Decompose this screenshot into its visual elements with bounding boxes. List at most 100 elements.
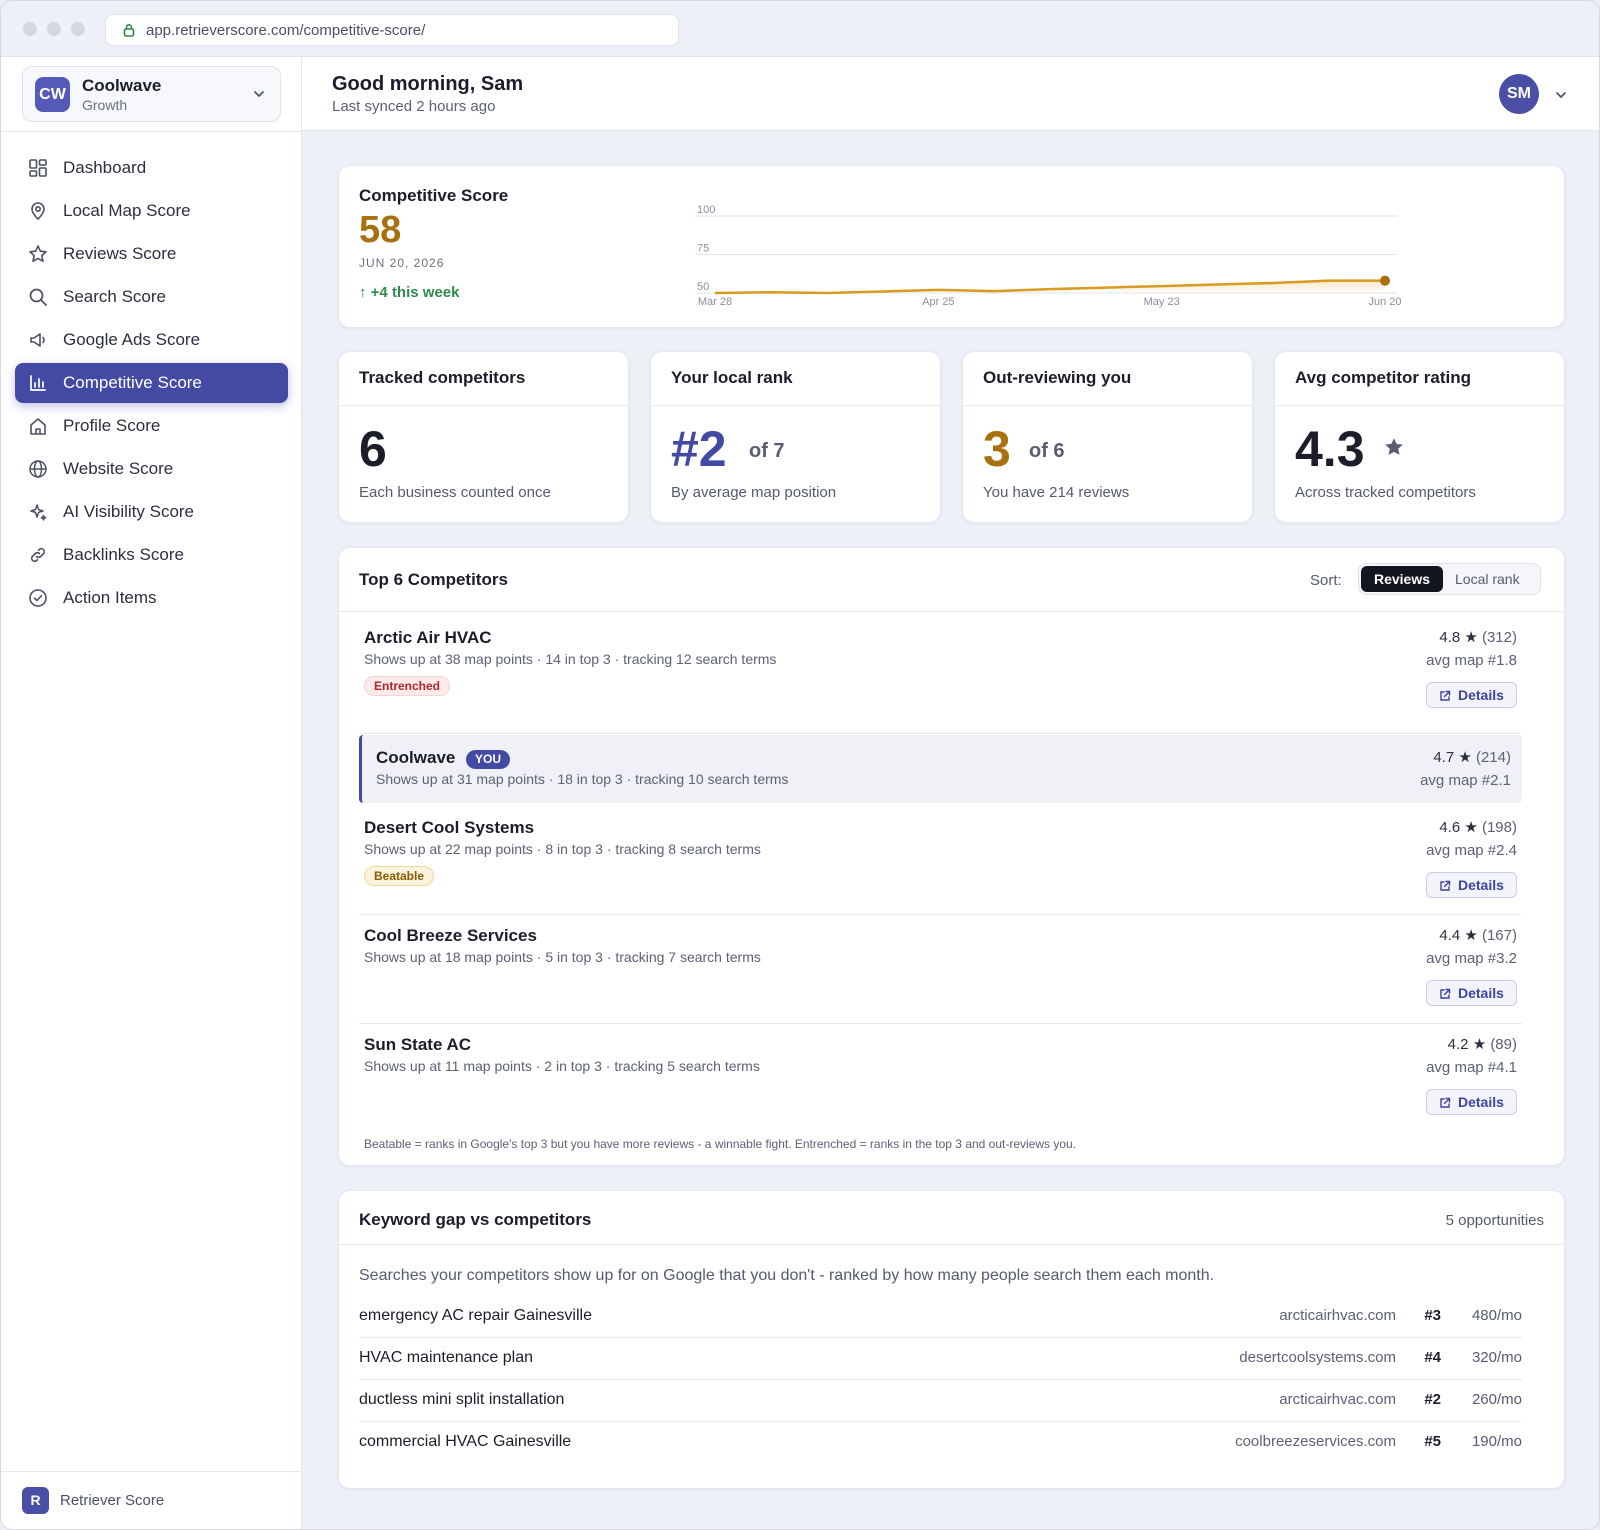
keyword-competitor-site: arcticairhvac.com — [1279, 1391, 1396, 1408]
workspace-plan: Growth — [82, 97, 128, 113]
stat-title: Tracked competitors — [359, 368, 526, 387]
rating-value: 4.6 — [1439, 819, 1461, 836]
keyword-volume: 480/mo — [1471, 1307, 1522, 1324]
sort-option-reviews[interactable]: Reviews — [1361, 566, 1443, 592]
section-title: Keyword gap vs competitors — [359, 1210, 592, 1229]
top-competitors-card: Top 6 Competitors Sort: Reviews Local ra… — [338, 547, 1565, 1166]
details-label: Details — [1458, 687, 1504, 703]
review-count: (214) — [1475, 749, 1511, 766]
stat-subtitle: You have 214 reviews — [983, 484, 1130, 501]
competitive-score-card: Competitive Score 58 JUN 20, 2026 ↑ +4 t… — [338, 165, 1565, 328]
section-description: Searches your competitors show up for on… — [359, 1267, 1215, 1284]
sidebar-item-backlinks-score[interactable]: Backlinks Score — [15, 535, 288, 575]
stat-card-out-reviewing: Out-reviewing you 3 of 6 You have 214 re… — [962, 351, 1253, 523]
sidebar-item-ai-visibility-score[interactable]: AI Visibility Score — [15, 492, 288, 532]
opportunity-count: 5 opportunities — [1445, 1212, 1544, 1229]
competitor-avg-map: avg map #1.8 — [1426, 652, 1517, 669]
details-button[interactable]: Details — [1426, 1089, 1517, 1115]
keyword-volume: 190/mo — [1471, 1433, 1522, 1450]
sidebar-item-action-items[interactable]: Action Items — [15, 578, 288, 618]
lock-icon — [123, 24, 135, 37]
check-circle-icon — [29, 589, 47, 607]
external-link-icon — [1440, 988, 1451, 999]
review-count: (167) — [1481, 927, 1517, 944]
brand-name: Retriever Score — [60, 1492, 165, 1509]
grid-icon — [29, 159, 47, 177]
keyword-row: ductless mini split installation arctica… — [359, 1380, 1522, 1422]
stat-subtitle: Each business counted once — [359, 484, 551, 501]
star-icon — [29, 245, 47, 262]
review-count: (312) — [1481, 629, 1517, 646]
window-close-dot[interactable] — [23, 22, 37, 36]
window-minimize-dot[interactable] — [47, 22, 61, 36]
sidebar-item-competitive-score[interactable]: Competitive Score — [15, 363, 288, 403]
details-button[interactable]: Details — [1426, 980, 1517, 1006]
stat-of: of 6 — [1029, 440, 1065, 462]
sidebar-item-google-ads-score[interactable]: Google Ads Score — [15, 320, 288, 360]
sidebar-item-reviews-score[interactable]: Reviews Score — [15, 234, 288, 274]
review-count: (89) — [1490, 1036, 1517, 1053]
workspace-name: Coolwave — [82, 76, 162, 95]
details-label: Details — [1458, 985, 1504, 1001]
user-avatar[interactable]: SM — [1499, 74, 1539, 114]
competitor-name: Desert Cool Systems — [364, 818, 535, 837]
details-button[interactable]: Details — [1426, 872, 1517, 898]
stat-divider — [651, 405, 940, 406]
external-link-icon — [1440, 1097, 1451, 1108]
window-maximize-dot[interactable] — [71, 22, 85, 36]
workspace-switcher[interactable]: CW Coolwave Growth — [22, 66, 281, 122]
competitor-avg-map: avg map #3.2 — [1426, 950, 1517, 967]
sidebar-item-local-map-score[interactable]: Local Map Score — [15, 191, 288, 231]
sidebar-item-profile-score[interactable]: Profile Score — [15, 406, 288, 446]
row-divider — [359, 733, 1522, 734]
keyword-volume: 320/mo — [1471, 1349, 1522, 1366]
star-icon: ★ — [1464, 629, 1478, 646]
keyword-competitor-site: desertcoolsystems.com — [1239, 1349, 1396, 1366]
stat-value: 3 — [983, 421, 1011, 477]
competitor-name: Coolwave — [376, 748, 456, 767]
row-divider — [359, 1023, 1522, 1024]
rating-value: 4.8 — [1439, 629, 1461, 646]
competitor-avg-map: avg map #4.1 — [1426, 1059, 1517, 1076]
sidebar-item-dashboard[interactable]: Dashboard — [15, 148, 288, 188]
x-tick-label: Mar 28 — [698, 296, 732, 308]
x-tick-label: May 23 — [1144, 296, 1180, 308]
you-badge: YOU — [466, 750, 511, 769]
keyword-term: emergency AC repair Gainesville — [359, 1307, 592, 1324]
chart-area — [715, 280, 1385, 293]
competitor-row: Desert Cool Systems Shows up at 22 map p… — [359, 818, 1522, 902]
sidebar-item-label: Profile Score — [63, 416, 161, 435]
sidebar-item-search-score[interactable]: Search Score — [15, 277, 288, 317]
score-value: 58 — [359, 209, 402, 251]
details-button[interactable]: Details — [1426, 682, 1517, 708]
competitor-name: Arctic Air HVAC — [364, 628, 492, 647]
chevron-down-icon[interactable] — [1554, 88, 1568, 102]
arrow-up-icon: ↑ — [359, 284, 371, 301]
keyword-row: emergency AC repair Gainesville arcticai… — [359, 1296, 1522, 1338]
competitor-row: Cool Breeze Services Shows up at 18 map … — [359, 926, 1522, 1010]
sync-status: Last synced 2 hours ago — [332, 98, 496, 115]
keyword-term: ductless mini split installation — [359, 1391, 565, 1408]
map-pin-icon — [31, 202, 45, 221]
competitor-meta: Shows up at 38 map points · 14 in top 3 … — [364, 651, 777, 667]
sidebar: CW Coolwave Growth Dashboard Local Map S… — [1, 57, 302, 1529]
score-delta-text: +4 this week — [370, 284, 460, 301]
keyword-competitor-site: arcticairhvac.com — [1279, 1307, 1396, 1324]
sparkle-icon — [30, 504, 47, 521]
bar-chart-icon — [30, 375, 46, 391]
rating-value: 4.2 — [1447, 1036, 1469, 1053]
address-bar[interactable]: app.retrieverscore.com/competitive-score… — [105, 14, 679, 46]
stat-value: #2 — [671, 421, 727, 477]
search-icon — [29, 288, 47, 306]
greeting: Good morning, Sam — [332, 73, 524, 95]
x-tick-label: Jun 20 — [1368, 296, 1401, 308]
sort-option-local-rank[interactable]: Local rank — [1455, 571, 1520, 587]
stat-title: Your local rank — [671, 368, 793, 387]
competitor-avg-map: avg map #2.4 — [1426, 842, 1517, 859]
competitor-name: Sun State AC — [364, 1035, 472, 1054]
competitor-row: Arctic Air HVAC Shows up at 38 map point… — [359, 628, 1522, 732]
sidebar-item-website-score[interactable]: Website Score — [15, 449, 288, 489]
details-label: Details — [1458, 877, 1504, 893]
y-tick-label: 100 — [697, 204, 715, 216]
stat-of: of 7 — [749, 440, 785, 462]
